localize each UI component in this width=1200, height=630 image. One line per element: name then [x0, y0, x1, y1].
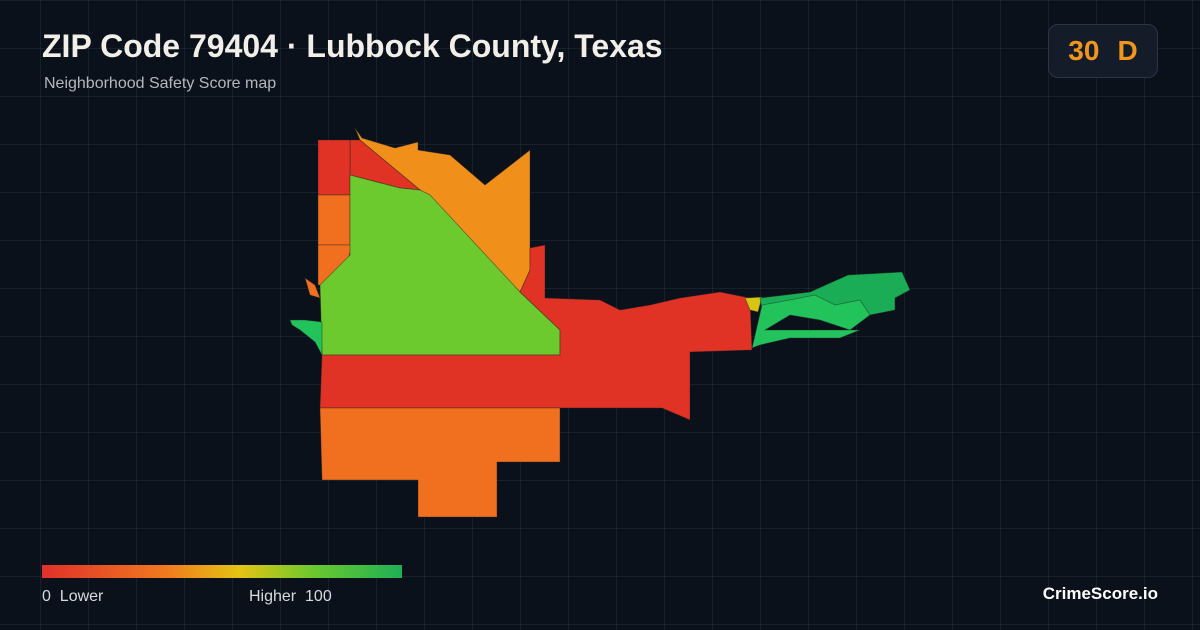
region — [317, 194, 351, 246]
region — [744, 296, 763, 313]
legend-max-row: Higher 100 — [249, 588, 332, 606]
score-grade: D — [1117, 35, 1138, 66]
legend-gradient — [42, 565, 402, 578]
region — [319, 244, 753, 421]
title: ZIP Code 79404 · Lubbock County, Texas — [42, 28, 663, 64]
legend-min-label: Lower — [59, 588, 104, 605]
legend-max-label: Higher — [249, 588, 297, 605]
score-badge: 30 D — [1048, 24, 1158, 78]
region — [751, 294, 871, 349]
legend-min: 0 — [42, 588, 51, 605]
region — [289, 319, 323, 356]
subtitle: Neighborhood Safety Score map — [44, 75, 277, 92]
score-value: 30 — [1068, 35, 1100, 66]
region — [319, 407, 561, 518]
legend-max: 100 — [305, 588, 332, 605]
brand: CrimeScore.io — [1042, 584, 1158, 603]
region — [317, 139, 351, 196]
legend-min-row: 0 Lower — [42, 588, 103, 606]
